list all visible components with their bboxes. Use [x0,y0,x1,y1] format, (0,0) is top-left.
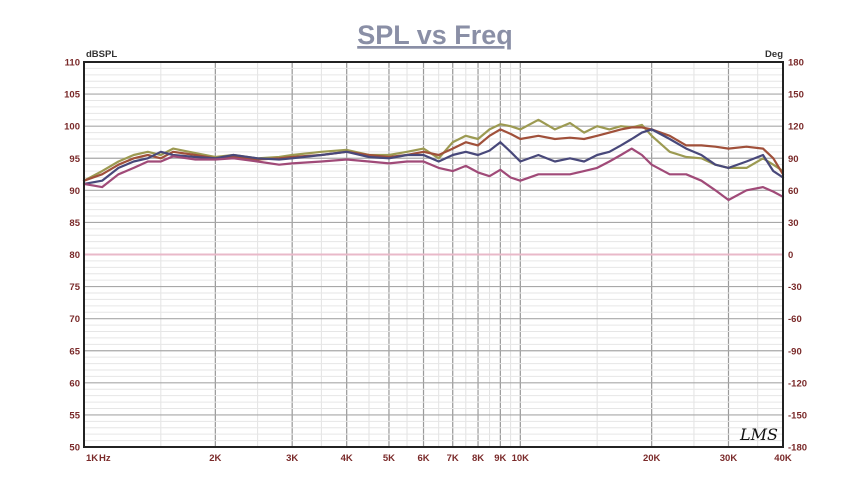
series-line-1 [82,118,785,182]
x-tick-label: 3K [286,453,298,464]
y2-tick-label: -150 [788,410,807,421]
y2-tick-label: 150 [788,90,804,101]
y-axis-label: dBSPL [86,49,117,60]
x-tick-label: 9K [494,453,506,464]
y-tick-label: 105 [64,90,81,101]
y-tick-label: 110 [65,58,80,69]
y-tick-label: 75 [69,282,80,293]
chart-title: SPL vs Freq [357,20,513,50]
x-tick-label: 2K [209,453,221,464]
y-tick-label: 100 [64,122,80,133]
y2-tick-label: -180 [788,443,807,454]
y2-tick-label: -90 [788,346,802,357]
x-axis-ticks: 1K 2K 3K 4K 5K 6K 7K 8K 9K 10K 20K 30K 40K [86,453,792,464]
series-line-4 [82,147,785,202]
y-tick-label: 80 [69,250,80,261]
data-series [82,118,785,202]
y-tick-label: 70 [69,314,80,325]
y2-tick-label: 0 [788,250,793,261]
y2-tick-label: -60 [788,314,802,325]
x-tick-label: 4K [341,453,353,464]
y-tick-label: 95 [69,154,80,165]
x-tick-label: 7K [447,453,459,464]
y-tick-label: 85 [69,218,80,229]
y2-tick-label: 90 [788,154,799,165]
series-line-3 [82,128,785,185]
x-tick-label: 30K [720,453,738,464]
x-tick-label: 6K [417,453,429,464]
y2-tick-label: 180 [788,58,804,69]
y2-axis-ticks: 180 150 120 90 60 30 0 -30 -60 -90 -120 -150 -180 [788,58,807,454]
y2-tick-label: 120 [788,122,804,133]
plot-frame [83,61,784,448]
x-tick-label: 1K [86,453,98,464]
y2-tick-label: -120 [788,378,807,389]
x-tick-label: 10K [512,453,530,464]
x-tick-label: 20K [643,453,661,464]
y2-tick-label: 30 [788,218,799,229]
y-tick-label: 60 [69,378,80,389]
x-tick-label: 5K [383,453,395,464]
y-tick-label: 55 [69,410,80,421]
y-tick-label: 50 [69,443,80,454]
lms-logo: LMS [739,425,778,444]
y2-tick-label: -30 [788,282,802,293]
x-tick-label: 40K [774,453,792,464]
x-unit-label: Hz [99,453,111,464]
y-tick-label: 65 [69,346,80,357]
y-axis-ticks: 110 105 100 95 90 85 80 75 70 65 60 55 50 [64,58,81,454]
x-tick-label: 8K [472,453,484,464]
y2-tick-label: 60 [788,186,799,197]
y-tick-label: 90 [69,186,80,197]
y2-axis-label: Deg [765,49,783,60]
